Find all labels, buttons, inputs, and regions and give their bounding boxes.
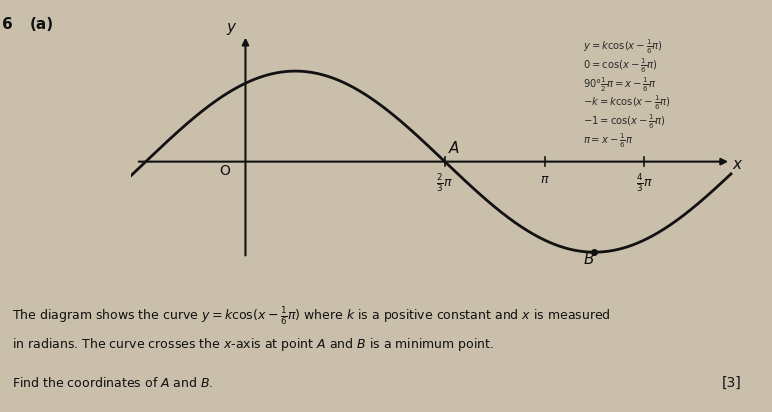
Text: A: A	[449, 140, 459, 156]
Text: $-1 = \cos(x-\frac{1}{6}\pi)$: $-1 = \cos(x-\frac{1}{6}\pi)$	[584, 113, 666, 131]
Text: x: x	[733, 157, 742, 173]
Text: $90° \frac{1}{2}\pi = x - \frac{1}{6}\pi$: $90° \frac{1}{2}\pi = x - \frac{1}{6}\pi…	[584, 75, 657, 94]
Text: Find the coordinates of $A$ and $B$.: Find the coordinates of $A$ and $B$.	[12, 376, 213, 390]
Text: B: B	[584, 252, 594, 267]
Text: (a): (a)	[29, 17, 53, 32]
Text: $\pi$: $\pi$	[540, 173, 550, 185]
Text: O: O	[218, 164, 230, 178]
Text: [3]: [3]	[722, 376, 742, 390]
Text: $\frac{2}{3}\pi$: $\frac{2}{3}\pi$	[436, 173, 453, 194]
Text: 6: 6	[2, 17, 13, 32]
Text: The diagram shows the curve $y = k\cos(x-\frac{1}{6}\pi)$ where $k$ is a positiv: The diagram shows the curve $y = k\cos(x…	[12, 305, 611, 327]
Text: $-k = k\cos(x-\frac{1}{6}\pi)$: $-k = k\cos(x-\frac{1}{6}\pi)$	[584, 94, 672, 112]
Text: $\pi = x - \frac{1}{6}\pi$: $\pi = x - \frac{1}{6}\pi$	[584, 131, 634, 150]
Text: $y = k\cos(x-\frac{1}{6}\pi)$: $y = k\cos(x-\frac{1}{6}\pi)$	[584, 38, 663, 56]
Text: $\frac{4}{3}\pi$: $\frac{4}{3}\pi$	[636, 173, 652, 194]
Text: in radians. The curve crosses the $x$-axis at point $A$ and $B$ is a minimum poi: in radians. The curve crosses the $x$-ax…	[12, 336, 494, 353]
Text: $0 = \cos(x-\frac{1}{6}\pi)$: $0 = \cos(x-\frac{1}{6}\pi)$	[584, 56, 658, 75]
Text: y: y	[227, 20, 235, 35]
